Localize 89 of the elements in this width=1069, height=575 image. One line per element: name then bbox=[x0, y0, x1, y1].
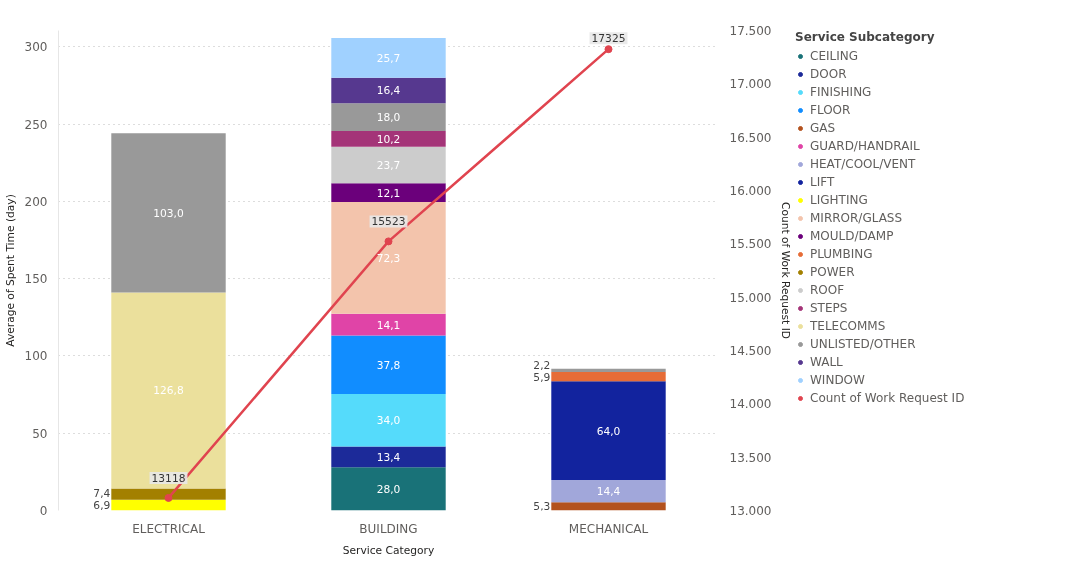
data-label: 72,3 bbox=[376, 251, 401, 265]
bar bbox=[551, 502, 666, 511]
legend-label: POWER bbox=[810, 265, 855, 279]
legend-label: UNLISTED/OTHER bbox=[810, 337, 916, 351]
legend-label: PLUMBING bbox=[810, 247, 873, 261]
legend-label: GAS bbox=[810, 121, 836, 135]
y-axis-title: Average of Spent Time (day) bbox=[3, 194, 17, 347]
y-tick-label: 250 bbox=[24, 117, 48, 132]
data-label: 13,4 bbox=[376, 450, 401, 464]
y2-axis-title: Count of Work Request ID bbox=[779, 201, 793, 340]
bar bbox=[111, 133, 226, 293]
point bbox=[164, 493, 173, 502]
y2-tick-label: 15.000 bbox=[729, 290, 772, 305]
x-tick-label: MECHANICAL bbox=[568, 521, 649, 536]
bar bbox=[551, 480, 666, 503]
data-label: 25,7 bbox=[376, 51, 401, 65]
y-tick-label: 50 bbox=[32, 426, 48, 441]
legend-label: LIGHTING bbox=[810, 193, 868, 207]
data-label: 18,0 bbox=[376, 111, 401, 125]
y2-tick-label: 13.000 bbox=[729, 504, 772, 518]
y2-tick-label: 14.500 bbox=[729, 344, 772, 358]
data-label: 103,0 bbox=[153, 206, 184, 220]
bar bbox=[331, 183, 446, 203]
bar bbox=[331, 393, 446, 447]
y2-tick-label: 14.000 bbox=[729, 397, 772, 412]
data-label: 14,1 bbox=[376, 318, 401, 332]
data-label: 12,1 bbox=[376, 186, 401, 200]
bar bbox=[551, 381, 666, 481]
bar bbox=[331, 467, 446, 511]
legend-label: Count of Work Request ID bbox=[810, 391, 965, 405]
bar bbox=[111, 499, 226, 511]
bar bbox=[331, 130, 446, 147]
legend-label: WINDOW bbox=[810, 373, 865, 387]
data-label: 6,9 bbox=[93, 499, 111, 513]
legend-label: WALL bbox=[810, 355, 843, 369]
bar bbox=[331, 103, 446, 131]
bar bbox=[331, 77, 446, 104]
legend-title: Service Subcategory bbox=[795, 30, 936, 44]
y2-tick-label: 16.000 bbox=[729, 184, 772, 198]
data-label: 10,2 bbox=[376, 132, 401, 146]
x-tick-label: ELECTRICAL bbox=[132, 521, 206, 536]
data-label: 14,4 bbox=[596, 485, 621, 499]
x-axis-title: Service Category bbox=[342, 543, 435, 557]
y-tick-label: 300 bbox=[24, 40, 48, 55]
legend-label: MOULD/DAMP bbox=[810, 229, 894, 243]
data-label: 15523 bbox=[371, 215, 406, 229]
data-label: 37,8 bbox=[376, 358, 401, 372]
bar bbox=[331, 446, 446, 468]
data-label: 16,4 bbox=[376, 84, 401, 98]
legend-label: DOOR bbox=[810, 67, 847, 81]
y-tick-label: 0 bbox=[39, 504, 48, 518]
legend-label: FLOOR bbox=[810, 103, 851, 117]
data-label: 34,0 bbox=[376, 414, 401, 428]
legend-label: LIFT bbox=[810, 175, 835, 189]
legend-label: HEAT/COOL/VENT bbox=[810, 157, 916, 171]
bar bbox=[331, 38, 446, 78]
data-label: 7,4 bbox=[93, 487, 111, 501]
x-tick-label: BUILDING bbox=[359, 521, 418, 536]
legend-label: TELECOMMS bbox=[810, 319, 886, 333]
legend-label: ROOF bbox=[810, 283, 845, 297]
data-label: 13118 bbox=[151, 471, 186, 485]
y-tick-label: 200 bbox=[24, 194, 48, 209]
legend-label: STEPS bbox=[810, 301, 848, 315]
y2-tick-label: 16.500 bbox=[729, 130, 772, 145]
data-label: 64,0 bbox=[596, 424, 621, 438]
y2-tick-label: 17.500 bbox=[729, 24, 772, 38]
data-label: 28,0 bbox=[376, 482, 401, 496]
bar bbox=[111, 292, 226, 489]
data-label: 5,9 bbox=[533, 370, 551, 384]
bar bbox=[111, 488, 226, 500]
y2-tick-label: 15.500 bbox=[729, 237, 772, 252]
y-tick-label: 150 bbox=[24, 272, 48, 287]
point bbox=[384, 237, 393, 246]
y-tick-label: 100 bbox=[24, 349, 48, 364]
legend-label: CEILING bbox=[810, 49, 858, 63]
bar bbox=[331, 313, 446, 336]
data-label: 126,8 bbox=[153, 384, 184, 398]
legend-label: FINISHING bbox=[810, 85, 872, 99]
data-label: 2,2 bbox=[533, 358, 551, 372]
bar bbox=[331, 146, 446, 184]
y2-tick-label: 17.000 bbox=[729, 77, 772, 92]
bar bbox=[331, 335, 446, 394]
legend-label: GUARD/HANDRAIL bbox=[810, 139, 920, 153]
bar bbox=[551, 372, 666, 382]
legend-label: MIRROR/GLASS bbox=[810, 211, 903, 225]
bar bbox=[331, 202, 446, 314]
y2-tick-label: 13.500 bbox=[729, 450, 772, 465]
data-label: 17325 bbox=[591, 32, 626, 46]
point bbox=[604, 45, 613, 54]
